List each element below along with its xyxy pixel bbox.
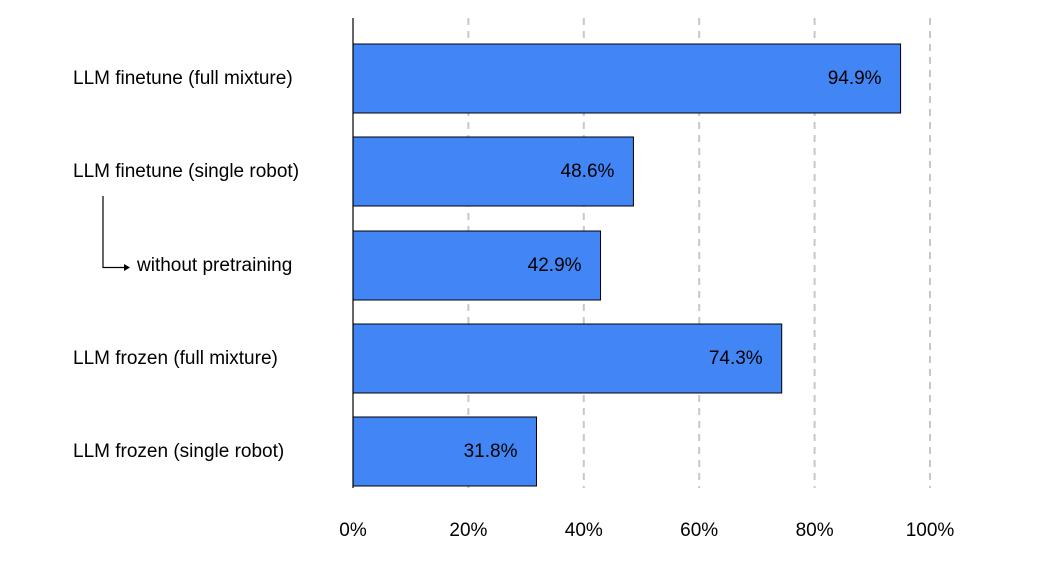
x-tick-label-60: 60% [680,520,719,541]
x-tick-label-80: 80% [795,520,834,541]
x-tick-label-100: 100% [905,520,955,541]
bar-value-label-2: 42.9% [527,254,582,276]
bar-value-label-4: 31.8% [463,440,518,462]
bar-value-label-1: 48.6% [560,160,615,182]
bar-2 [352,230,602,301]
category-label-3: LLM frozen (full mixture) [73,347,278,369]
x-tick-label-0: 0% [339,520,367,541]
category-label-0: LLM finetune (full mixture) [73,67,293,89]
x-tick-label-40: 40% [564,520,603,541]
category-label-1: LLM finetune (single robot) [73,160,300,182]
bar-4 [352,416,537,487]
sub-item-arrowhead [124,264,130,271]
category-label-4: LLM frozen (single robot) [73,440,285,462]
bar-0 [352,43,902,114]
category-label-2: without pretraining [137,254,293,276]
sub-item-connector [102,196,124,269]
x-tick-label-20: 20% [449,520,488,541]
bar-value-label-3: 74.3% [708,347,763,369]
bar-value-label-0: 94.9% [827,67,882,89]
bar-3 [352,323,783,394]
